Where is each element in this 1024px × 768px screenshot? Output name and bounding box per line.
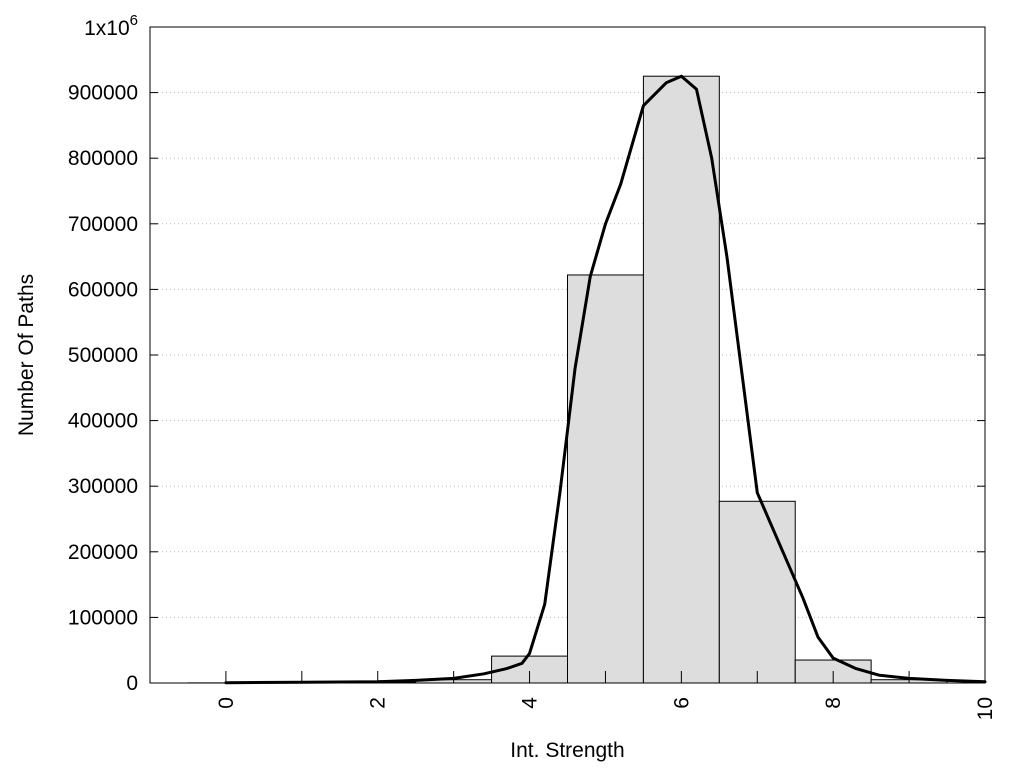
fit-curve-series xyxy=(224,74,987,685)
x-tick-label: 8 xyxy=(822,697,845,709)
y-axis-title: Number Of Paths xyxy=(15,274,38,436)
x-tick-label: 2 xyxy=(367,697,390,709)
y-tick-label: 100000 xyxy=(68,606,138,629)
y-tick-label: 900000 xyxy=(68,82,138,105)
y-tick-label: 600000 xyxy=(68,278,138,301)
x-axis-title: Int. Strength xyxy=(510,739,624,762)
y-tick-label-top: 1x106 xyxy=(84,12,138,40)
x-tick-label: 4 xyxy=(519,697,542,709)
tick-labels: 0 100000 200000 300000 400000 500000 600000 700… xyxy=(68,26,997,720)
x-tick-label: 6 xyxy=(670,697,693,709)
bar-series xyxy=(187,75,948,684)
y-tick-label: 500000 xyxy=(68,344,138,367)
histogram-bar xyxy=(718,500,796,684)
y-tick-label: 700000 xyxy=(68,213,138,236)
fit-curve xyxy=(224,74,987,685)
y-tick-label: 0 xyxy=(126,672,138,695)
y-tick-label: 400000 xyxy=(68,410,138,433)
x-tick-label: 0 xyxy=(215,697,238,709)
histogram-bar xyxy=(642,75,720,684)
y-tick-label: 200000 xyxy=(68,541,138,564)
y-tick-label: 800000 xyxy=(68,147,138,170)
x-tick-label: 10 xyxy=(974,697,997,720)
y-tick-label: 300000 xyxy=(68,475,138,498)
